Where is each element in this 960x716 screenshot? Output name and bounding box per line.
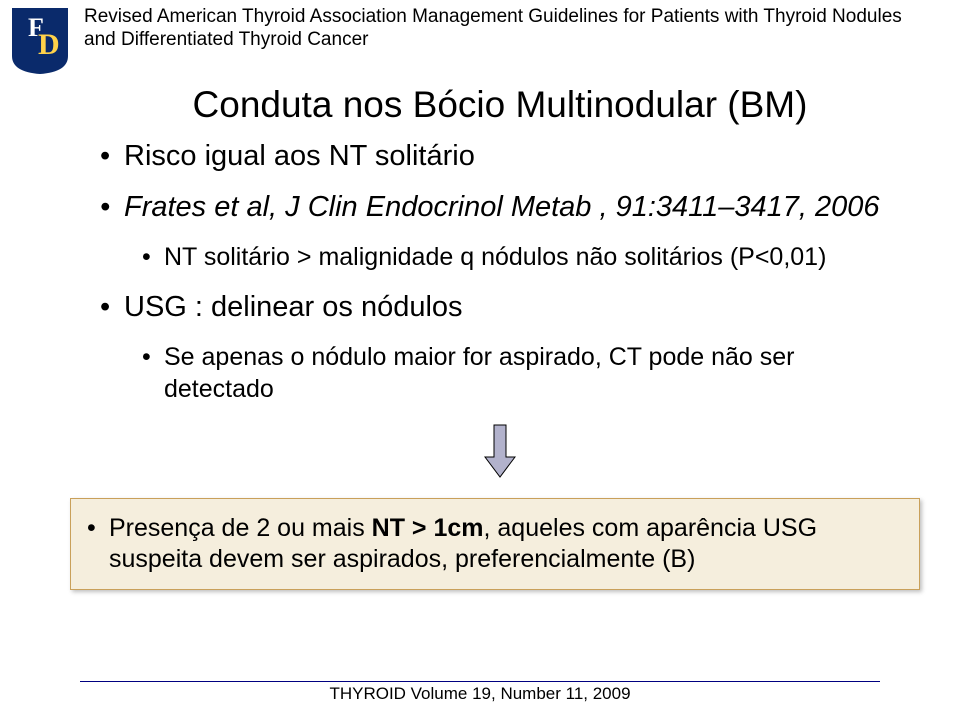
slide-header: F D Revised American Thyroid Association… — [0, 0, 960, 76]
bullet-l1: Risco igual aos NT solitário — [100, 140, 900, 173]
slide-footer: THYROID Volume 19, Number 11, 2009 — [0, 681, 960, 704]
slide-content: Conduta nos Bócio Multinodular (BM) Risc… — [0, 76, 960, 484]
footer-divider — [80, 681, 880, 682]
arrow-container — [100, 423, 900, 484]
header-citation: Revised American Thyroid Association Man… — [84, 4, 902, 52]
callout-text: Presença de 2 ou mais NT > 1cm, aqueles … — [87, 513, 903, 576]
callout-prefix: Presença de 2 ou mais — [109, 514, 372, 542]
bullet-l1: USG : delinear os nódulos — [100, 291, 900, 324]
svg-text:D: D — [38, 28, 60, 61]
slide-title: Conduta nos Bócio Multinodular (BM) — [100, 84, 900, 126]
header-line2: and Differentiated Thyroid Cancer — [84, 29, 368, 50]
bullet-l2: Se apenas o nódulo maior for aspirado, C… — [142, 342, 900, 405]
down-arrow-icon — [483, 423, 517, 484]
callout-box: Presença de 2 ou mais NT > 1cm, aqueles … — [70, 498, 920, 591]
callout-bold: NT > 1cm — [372, 514, 484, 542]
header-line1: Revised American Thyroid Association Man… — [84, 6, 902, 27]
bullet-l2: NT solitário > malignidade q nódulos não… — [142, 242, 900, 273]
footer-citation: THYROID Volume 19, Number 11, 2009 — [0, 684, 960, 704]
bullet-l1-citation: Frates et al, J Clin Endocrinol Metab , … — [100, 191, 900, 224]
institution-logo: F D — [8, 4, 72, 76]
